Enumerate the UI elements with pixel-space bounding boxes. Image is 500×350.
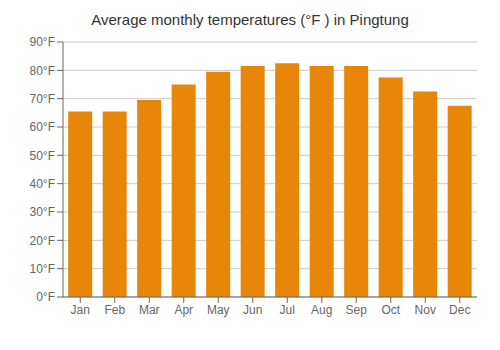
svg-text:Mar: Mar	[139, 303, 160, 317]
svg-text:80°F: 80°F	[30, 64, 55, 78]
svg-text:Dec: Dec	[449, 303, 470, 317]
svg-text:Jan: Jan	[71, 303, 90, 317]
svg-text:70°F: 70°F	[30, 92, 55, 106]
svg-text:90°F: 90°F	[30, 35, 55, 49]
svg-text:Feb: Feb	[104, 303, 125, 317]
svg-text:50°F: 50°F	[30, 149, 55, 163]
svg-text:May: May	[207, 303, 230, 317]
svg-text:20°F: 20°F	[30, 234, 55, 248]
html-text:Average monthly temperatures (: Average monthly temperatures (°F ) in Pi…	[91, 11, 409, 28]
svg-text:30°F: 30°F	[30, 205, 55, 219]
svg-text:10°F: 10°F	[30, 262, 55, 276]
svg-text:Nov: Nov	[415, 303, 436, 317]
svg-text:60°F: 60°F	[30, 120, 55, 134]
svg-text:0°F: 0°F	[36, 290, 55, 304]
svg-text:Oct: Oct	[381, 303, 400, 317]
svg-text:Aug: Aug	[311, 303, 332, 317]
svg-text:Apr: Apr	[174, 303, 193, 317]
svg-text:Jul: Jul	[280, 303, 295, 317]
svg-text:40°F: 40°F	[30, 177, 55, 191]
svg-text:Jun: Jun	[243, 303, 262, 317]
svg-text:Sep: Sep	[346, 303, 368, 317]
